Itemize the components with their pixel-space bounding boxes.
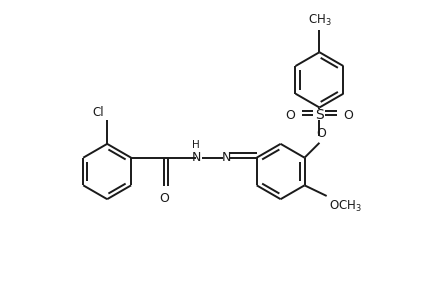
Text: Cl: Cl [92,106,103,119]
Text: N: N [222,151,231,164]
Text: S: S [315,108,324,122]
Text: O: O [159,192,170,204]
Text: O: O [343,109,353,122]
Text: O: O [317,127,326,140]
Text: OCH$_3$: OCH$_3$ [329,199,362,214]
Text: H: H [192,140,200,150]
Text: N: N [191,151,201,164]
Text: CH$_3$: CH$_3$ [308,13,331,27]
Text: O: O [286,109,296,122]
